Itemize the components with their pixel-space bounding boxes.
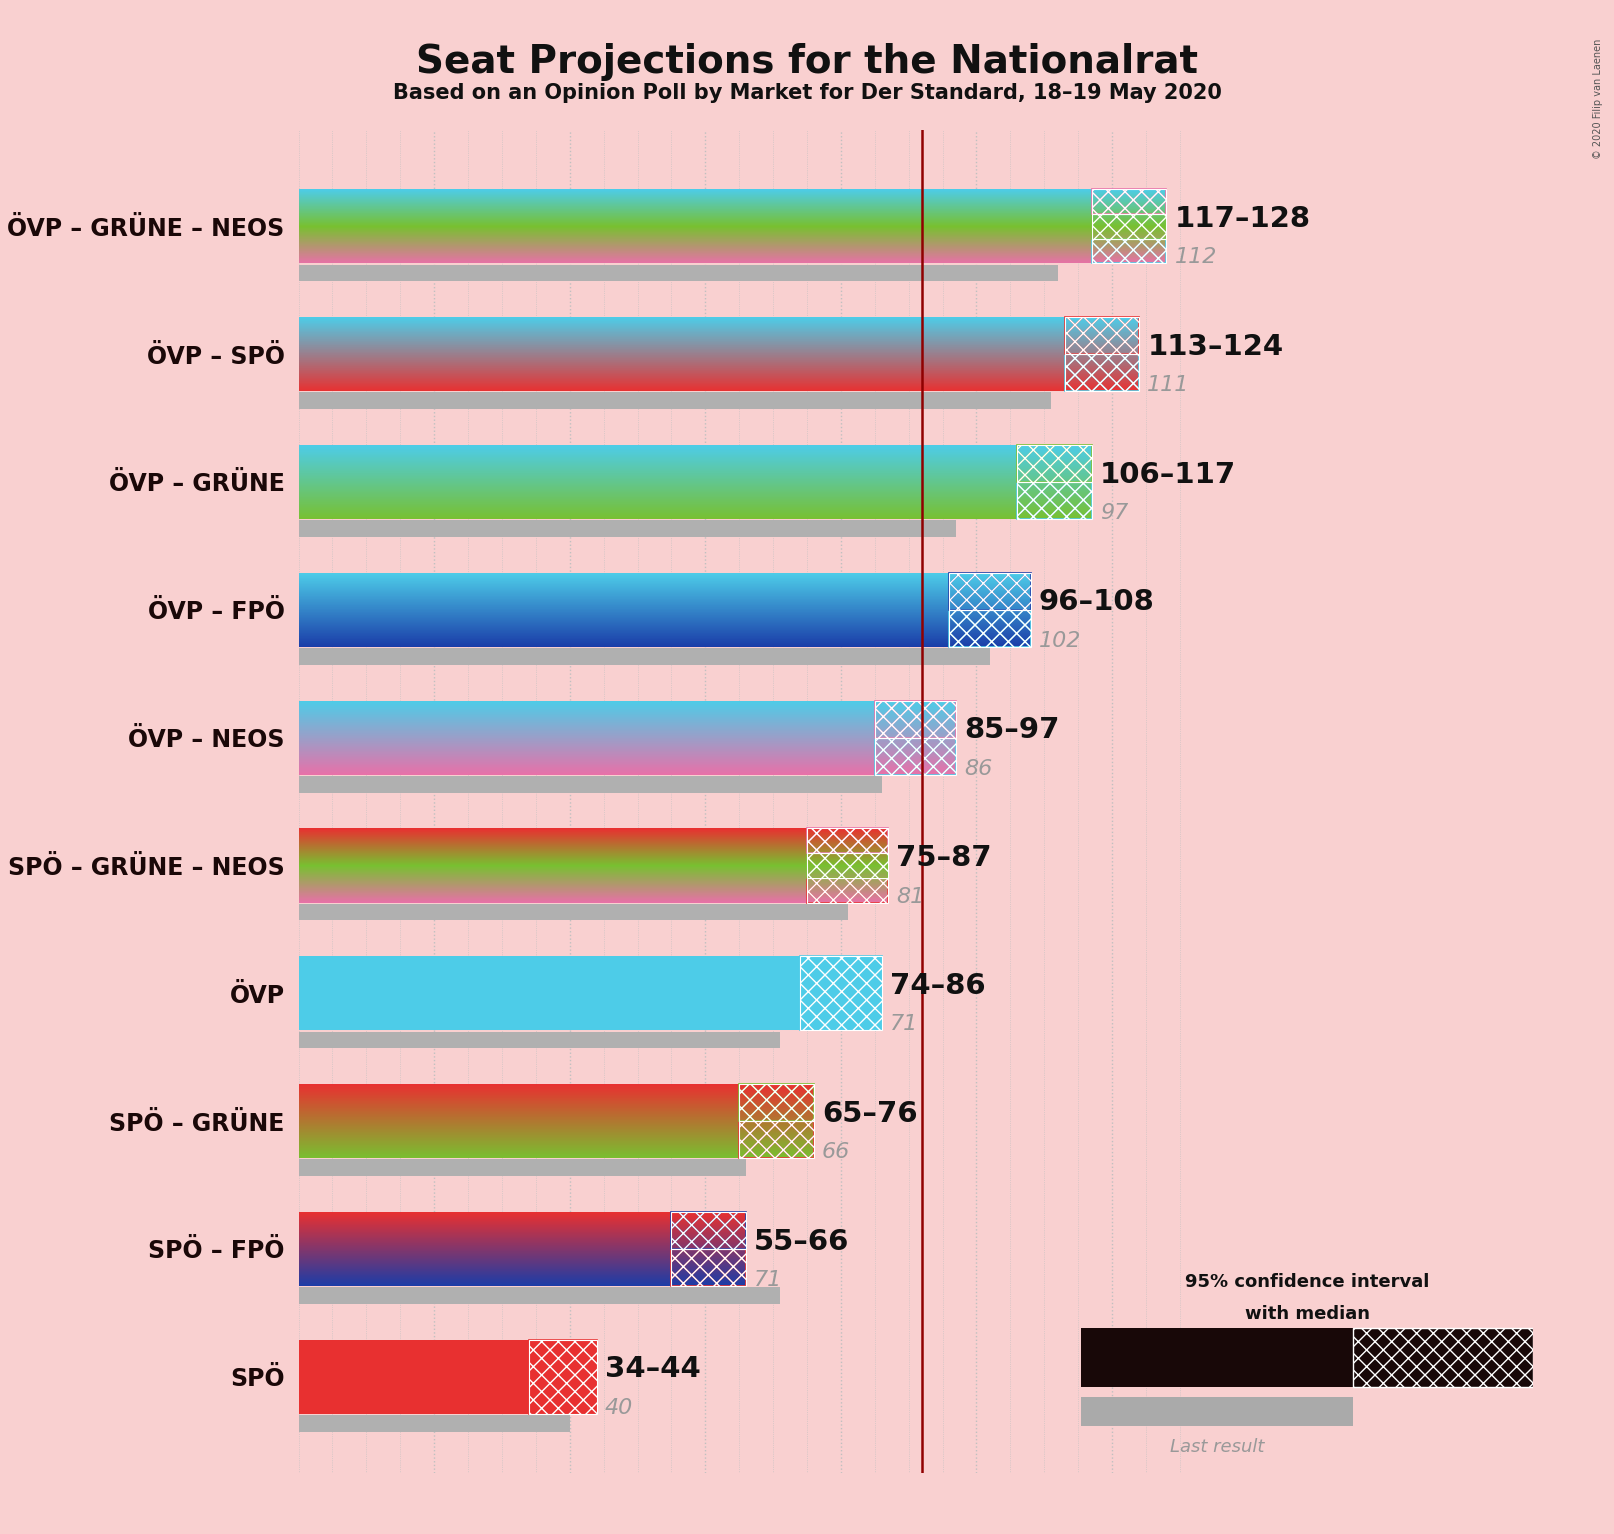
Text: 71: 71 [889, 1014, 918, 1034]
Text: Based on an Opinion Poll by Market for Der Standard, 18–19 May 2020: Based on an Opinion Poll by Market for D… [392, 83, 1222, 103]
Bar [1081, 1396, 1353, 1427]
Text: with median: with median [1244, 1304, 1370, 1322]
Bar [299, 1160, 746, 1177]
Bar [1065, 354, 1139, 391]
Bar [1353, 1328, 1533, 1387]
Bar [949, 572, 1031, 609]
Text: 85–97: 85–97 [964, 716, 1060, 744]
Text: 55–66: 55–66 [754, 1227, 849, 1255]
Text: Last result: Last result [1170, 1437, 1264, 1456]
Text: 102: 102 [1039, 630, 1081, 650]
Bar [671, 1212, 746, 1249]
Text: 66: 66 [822, 1143, 851, 1163]
Text: 74–86: 74–86 [889, 973, 985, 1000]
Bar [949, 572, 1031, 609]
Text: 111: 111 [1148, 376, 1190, 396]
Bar [1017, 482, 1091, 518]
Text: 34–44: 34–44 [605, 1356, 700, 1384]
Bar [807, 877, 888, 902]
Bar [299, 1287, 780, 1304]
Bar [739, 1085, 813, 1121]
Bar [299, 393, 1051, 410]
Bar [807, 853, 888, 877]
Bar [807, 828, 888, 853]
Text: 106–117: 106–117 [1099, 460, 1236, 488]
Bar [299, 264, 1057, 281]
Bar [1091, 213, 1167, 239]
Text: Seat Projections for the Nationalrat: Seat Projections for the Nationalrat [416, 43, 1198, 81]
Text: 96–108: 96–108 [1039, 589, 1154, 617]
Bar [1065, 318, 1139, 354]
Bar [671, 1249, 746, 1285]
Bar [1091, 189, 1167, 213]
Text: 112: 112 [1175, 247, 1217, 267]
Bar [299, 647, 989, 664]
Bar [299, 1031, 780, 1048]
Bar [739, 1121, 813, 1158]
Bar [671, 1212, 746, 1249]
Bar [1091, 239, 1167, 264]
Bar [299, 904, 847, 920]
Bar [299, 1414, 570, 1431]
Text: 75–87: 75–87 [896, 844, 993, 871]
Text: 95% confidence interval: 95% confidence interval [1185, 1273, 1430, 1292]
Bar [949, 609, 1031, 647]
Bar [949, 609, 1031, 647]
Bar [671, 1249, 746, 1285]
Bar [1017, 445, 1091, 482]
Text: 40: 40 [605, 1397, 633, 1417]
Text: 113–124: 113–124 [1148, 333, 1283, 360]
Bar [875, 701, 955, 738]
Bar [1091, 213, 1167, 239]
Bar [801, 956, 881, 1031]
Bar [1065, 318, 1139, 354]
Bar [1081, 1328, 1353, 1387]
Text: 81: 81 [896, 887, 925, 907]
Bar [529, 1339, 597, 1414]
Text: 71: 71 [754, 1270, 783, 1290]
Bar [529, 1339, 597, 1414]
Bar [299, 520, 955, 537]
Bar [1017, 482, 1091, 518]
Text: 86: 86 [964, 759, 993, 779]
Bar [1091, 239, 1167, 264]
Text: 97: 97 [1099, 503, 1128, 523]
Bar [801, 956, 881, 1031]
Bar [807, 828, 888, 853]
Text: © 2020 Filip van Laenen: © 2020 Filip van Laenen [1593, 38, 1603, 158]
Bar [1091, 189, 1167, 213]
Bar [807, 853, 888, 877]
Bar [875, 738, 955, 775]
Bar [807, 877, 888, 902]
Bar [875, 738, 955, 775]
Bar [299, 776, 881, 793]
Bar [1065, 354, 1139, 391]
Text: 117–128: 117–128 [1175, 206, 1311, 233]
Bar [1017, 445, 1091, 482]
Text: 65–76: 65–76 [822, 1100, 917, 1127]
Bar [739, 1085, 813, 1121]
Bar [875, 701, 955, 738]
Bar [739, 1121, 813, 1158]
